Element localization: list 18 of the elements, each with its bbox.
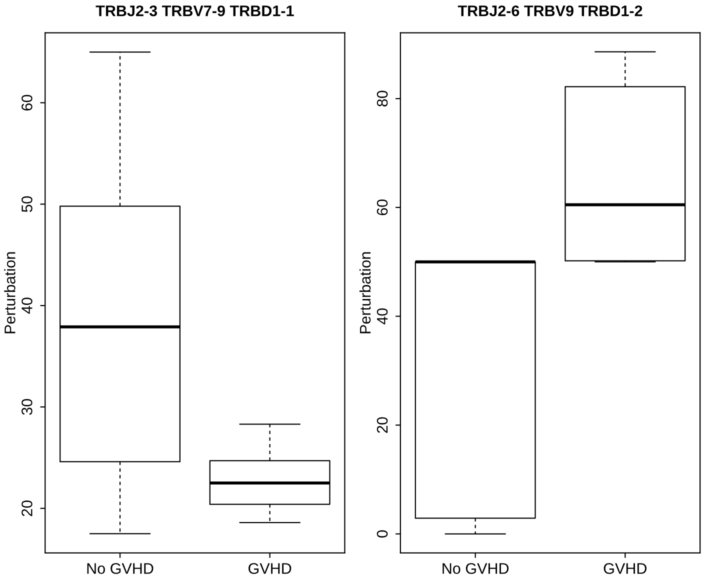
y-tick-label: 30 (22, 399, 32, 415)
x-tick-label: No GVHD (442, 563, 509, 574)
y-axis-title: Perturbation (4, 252, 16, 334)
chart-title: TRBJ2-3 TRBV7-9 TRBD1-1 (96, 5, 294, 16)
y-tick-label: 40 (376, 308, 388, 324)
y-tick-label: 40 (22, 298, 32, 314)
y-tick-label: 0 (376, 530, 388, 538)
y-tick-label: 20 (22, 500, 32, 516)
x-tick-label: GVHD (248, 563, 292, 574)
y-tick-label: 50 (22, 196, 32, 212)
y-axis-title: Perturbation (359, 252, 371, 334)
x-tick-label: No GVHD (87, 563, 154, 574)
y-tick-label: 80 (376, 90, 388, 106)
x-tick-label: GVHD (604, 563, 646, 574)
y-tick-label: 20 (376, 417, 388, 433)
chart-title: TRBJ2-6 TRBV9 TRBD1-2 (458, 5, 642, 16)
y-tick-label: 60 (22, 94, 32, 110)
y-tick-label: 60 (376, 200, 388, 216)
